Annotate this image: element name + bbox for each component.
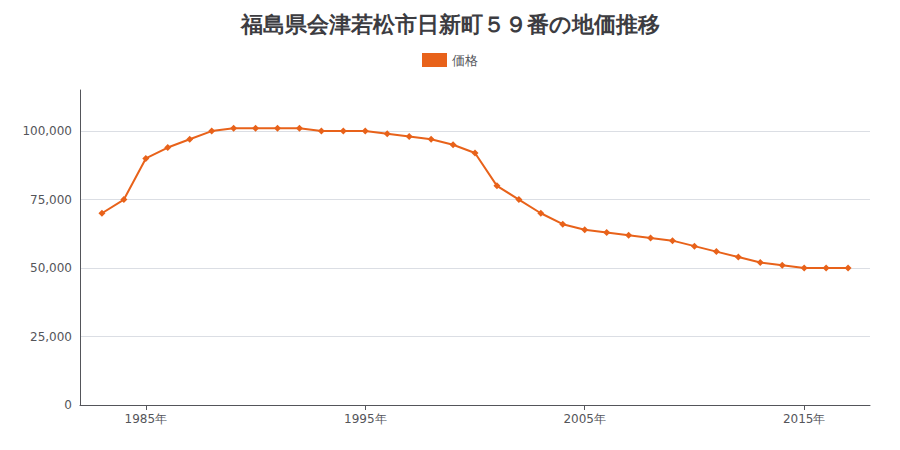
svg-text:福島県会津若松市日新町５９番の地価推移: 福島県会津若松市日新町５９番の地価推移 xyxy=(240,12,660,37)
svg-text:100,000: 100,000 xyxy=(22,124,72,138)
svg-text:2005年: 2005年 xyxy=(563,412,606,426)
svg-text:1995年: 1995年 xyxy=(344,412,387,426)
svg-text:価格: 価格 xyxy=(452,53,478,68)
svg-text:25,000: 25,000 xyxy=(30,330,72,344)
svg-text:1985年: 1985年 xyxy=(125,412,168,426)
svg-text:75,000: 75,000 xyxy=(30,193,72,207)
svg-text:0: 0 xyxy=(64,398,72,412)
svg-text:2015年: 2015年 xyxy=(783,412,826,426)
svg-text:50,000: 50,000 xyxy=(30,261,72,275)
